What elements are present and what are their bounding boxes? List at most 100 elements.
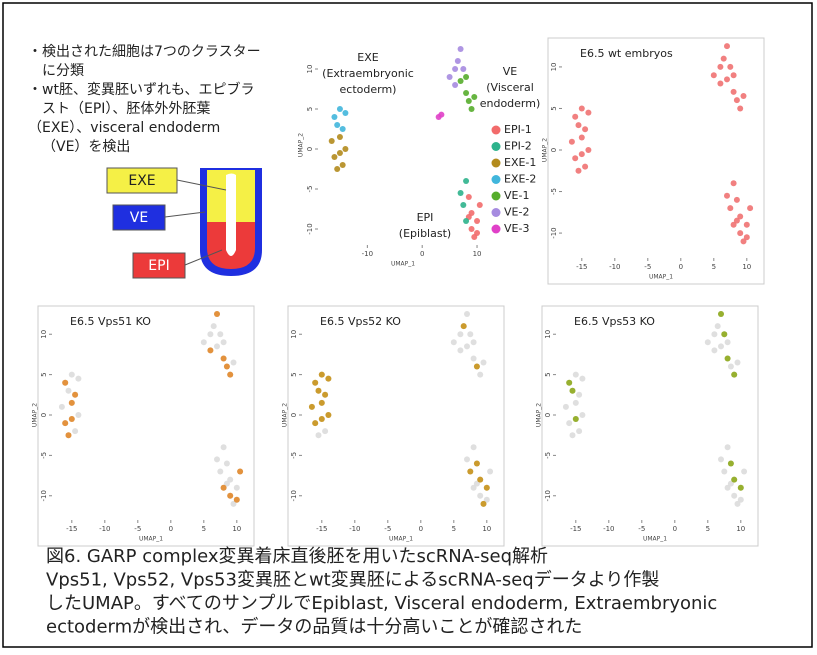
bullet-line: に分類 bbox=[42, 63, 84, 79]
exe-label: EXE bbox=[128, 173, 155, 189]
legend-swatch bbox=[492, 225, 501, 234]
cell-point bbox=[474, 364, 480, 370]
cell-point bbox=[734, 97, 740, 103]
x-tick-label: 10 bbox=[736, 525, 745, 533]
y-tick-label: 5 bbox=[306, 107, 314, 111]
cell-point bbox=[458, 46, 464, 52]
cell-point bbox=[342, 110, 348, 116]
cell-point bbox=[579, 135, 585, 141]
cell-point bbox=[573, 372, 579, 378]
cell-point bbox=[211, 323, 217, 329]
legend-label: VE-1 bbox=[504, 189, 529, 202]
cell-point bbox=[731, 477, 737, 483]
bullet-line: （VE）を検出 bbox=[42, 139, 130, 155]
cell-point bbox=[718, 456, 724, 462]
cell-point bbox=[741, 469, 747, 475]
cell-point bbox=[325, 412, 331, 418]
cell-point bbox=[221, 485, 227, 491]
caption-line: 図6. GARP complex変異着床直後胚を用いたscRNA-seq解析 bbox=[46, 546, 548, 567]
panel-title: E6.5 Vps51 KO bbox=[70, 315, 151, 328]
cell-point bbox=[340, 126, 346, 132]
y-tick-label: 10 bbox=[306, 65, 314, 74]
cell-point bbox=[582, 126, 588, 132]
cell-point bbox=[447, 74, 453, 80]
cell-point bbox=[471, 444, 477, 450]
x-tick-label: 5 bbox=[452, 525, 456, 533]
legend-swatch bbox=[492, 175, 501, 184]
x-tick-label: -15 bbox=[570, 525, 581, 533]
x-tick-label: 0 bbox=[420, 250, 424, 258]
cell-point bbox=[471, 355, 477, 361]
cell-point bbox=[461, 323, 467, 329]
cell-point bbox=[59, 404, 65, 410]
cell-point bbox=[331, 154, 337, 160]
y-tick-label: 10 bbox=[40, 330, 48, 339]
x-tick-label: 10 bbox=[232, 525, 241, 533]
panel-title: E6.5 Vps53 KO bbox=[574, 315, 655, 328]
legend-swatch bbox=[492, 142, 501, 151]
cell-point bbox=[717, 81, 723, 87]
cell-point bbox=[221, 355, 227, 361]
cluster-annotation: (Extraembryonic bbox=[322, 67, 414, 80]
cell-point bbox=[214, 456, 220, 462]
cell-point bbox=[711, 347, 717, 353]
legend-swatch bbox=[492, 208, 501, 217]
cell-point bbox=[585, 147, 591, 153]
x-tick-label: -10 bbox=[362, 250, 373, 258]
cell-point bbox=[316, 432, 322, 438]
cell-point bbox=[711, 72, 717, 78]
legend-swatch bbox=[492, 126, 501, 135]
legend-label: VE-2 bbox=[504, 206, 529, 219]
cell-point bbox=[452, 82, 458, 88]
cell-point bbox=[467, 331, 473, 337]
cell-point bbox=[711, 331, 717, 337]
caption-line: Vps51, Vps52, Vps53変異胚とwt変異胚によるscRNA-seq… bbox=[46, 570, 659, 591]
cell-point bbox=[62, 420, 68, 426]
x-tick-label: 5 bbox=[706, 525, 710, 533]
x-tick-label: 10 bbox=[473, 250, 482, 258]
y-tick-label: 5 bbox=[40, 372, 48, 376]
cell-point bbox=[467, 469, 473, 475]
cell-point bbox=[576, 168, 582, 174]
cell-point bbox=[731, 493, 737, 499]
cell-point bbox=[75, 376, 81, 382]
cell-point bbox=[217, 469, 223, 475]
cell-point bbox=[322, 428, 328, 434]
cell-point bbox=[69, 400, 75, 406]
cell-point bbox=[734, 218, 740, 224]
cell-point bbox=[455, 58, 461, 64]
cell-point bbox=[337, 150, 343, 156]
x-axis-label: UMAP_1 bbox=[391, 261, 415, 268]
cell-point bbox=[721, 331, 727, 337]
x-tick-label: -15 bbox=[316, 525, 327, 533]
legend-label: EPI-1 bbox=[504, 123, 532, 136]
y-tick-label: -10 bbox=[40, 490, 48, 501]
cell-point bbox=[458, 190, 464, 196]
cluster-annotation: EXE bbox=[357, 51, 378, 64]
cell-point bbox=[715, 323, 721, 329]
cell-point bbox=[319, 416, 325, 422]
cluster-annotation: EPI bbox=[417, 211, 434, 224]
cell-point bbox=[569, 139, 575, 145]
y-tick-label: 10 bbox=[544, 330, 552, 339]
cell-point bbox=[474, 218, 480, 224]
cell-point bbox=[573, 400, 579, 406]
cell-point bbox=[207, 331, 213, 337]
cell-point bbox=[75, 412, 81, 418]
cell-point bbox=[725, 355, 731, 361]
embryo-cavity bbox=[226, 174, 236, 257]
cell-point bbox=[451, 339, 457, 345]
cell-point bbox=[471, 94, 477, 100]
y-tick-label: 10 bbox=[550, 62, 558, 71]
y-tick-label: -10 bbox=[306, 223, 314, 234]
cell-point bbox=[576, 122, 582, 128]
cell-point bbox=[579, 105, 585, 111]
x-axis-label: UMAP_1 bbox=[139, 536, 163, 543]
cell-point bbox=[731, 372, 737, 378]
cell-point bbox=[744, 222, 750, 228]
cell-point bbox=[325, 376, 331, 382]
cell-point bbox=[464, 343, 470, 349]
cell-point bbox=[237, 469, 243, 475]
cell-point bbox=[340, 162, 346, 168]
